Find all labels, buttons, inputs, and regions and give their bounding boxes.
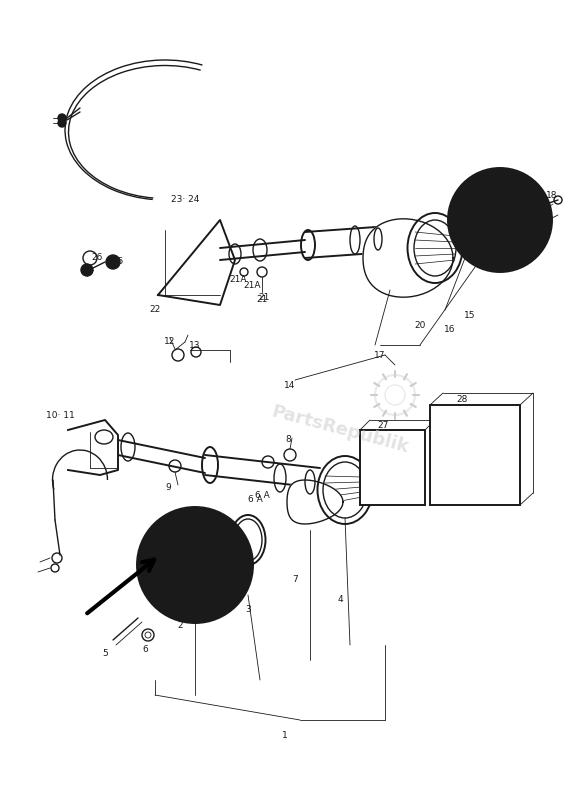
Text: 21A: 21A [244, 281, 261, 290]
Text: 19: 19 [529, 235, 541, 245]
Circle shape [106, 255, 120, 269]
Text: 16: 16 [444, 326, 456, 334]
Circle shape [81, 264, 93, 276]
Text: 12: 12 [164, 338, 176, 346]
Text: 21: 21 [257, 295, 268, 305]
Text: 13: 13 [189, 341, 201, 350]
Text: 2: 2 [177, 621, 183, 630]
Text: 27: 27 [377, 421, 389, 430]
FancyBboxPatch shape [430, 405, 520, 505]
Text: 10· 11: 10· 11 [46, 410, 75, 419]
Text: 28: 28 [457, 395, 468, 405]
Text: 6 A: 6 A [255, 490, 270, 499]
Text: 3: 3 [245, 606, 251, 614]
Text: 5: 5 [102, 649, 108, 658]
Text: 14: 14 [284, 381, 295, 390]
Polygon shape [68, 420, 118, 475]
Text: 6 A: 6 A [247, 495, 262, 505]
Text: 21: 21 [258, 294, 270, 302]
Text: 20: 20 [414, 321, 425, 330]
Circle shape [58, 119, 66, 127]
Text: 1: 1 [282, 730, 288, 739]
Text: 23· 24: 23· 24 [171, 195, 199, 205]
Circle shape [137, 507, 253, 623]
Text: 6: 6 [142, 646, 148, 654]
Polygon shape [363, 219, 453, 297]
Polygon shape [158, 220, 235, 305]
Text: 8: 8 [285, 435, 291, 445]
Text: 9: 9 [165, 483, 171, 493]
Text: 7: 7 [292, 575, 298, 585]
Text: 4: 4 [337, 595, 343, 605]
Text: 22: 22 [149, 306, 160, 314]
Text: 26: 26 [92, 254, 103, 262]
Text: PartsRepublik: PartsRepublik [270, 403, 411, 457]
Text: 15: 15 [464, 310, 476, 319]
Text: 25: 25 [112, 258, 124, 266]
Text: 17: 17 [374, 350, 386, 359]
Polygon shape [287, 480, 343, 524]
FancyBboxPatch shape [360, 430, 425, 505]
Text: 18: 18 [546, 190, 558, 199]
Text: 21A: 21A [229, 275, 247, 285]
Circle shape [58, 114, 66, 122]
Circle shape [448, 168, 552, 272]
Circle shape [110, 259, 116, 265]
